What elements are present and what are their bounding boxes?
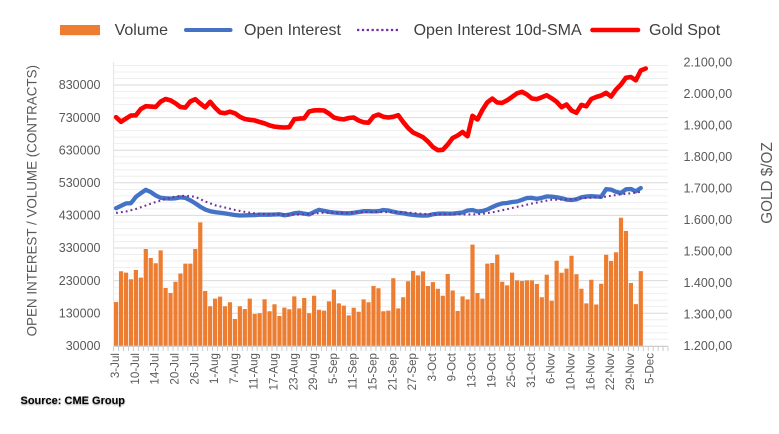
- svg-text:11-Sep: 11-Sep: [347, 353, 360, 390]
- svg-text:5-Dec: 5-Dec: [644, 353, 657, 384]
- svg-text:11-Aug: 11-Aug: [248, 353, 261, 390]
- svg-text:1.800,00: 1.800,00: [684, 150, 733, 164]
- svg-text:25-Oct: 25-Oct: [505, 352, 518, 388]
- svg-text:1.600,00: 1.600,00: [684, 213, 733, 227]
- svg-text:10-Nov: 10-Nov: [564, 353, 577, 391]
- svg-text:16-Nov: 16-Nov: [584, 353, 597, 391]
- svg-text:7-Aug: 7-Aug: [228, 353, 241, 384]
- svg-text:23-Aug: 23-Aug: [287, 353, 300, 390]
- svg-text:830000: 830000: [59, 78, 101, 92]
- svg-text:Volume: Volume: [115, 22, 168, 39]
- svg-text:Source: CME Group: Source: CME Group: [21, 395, 126, 407]
- svg-text:29-Aug: 29-Aug: [307, 353, 320, 390]
- svg-text:2.100,00: 2.100,00: [684, 55, 733, 69]
- svg-text:14-Jul: 14-Jul: [149, 353, 162, 385]
- svg-text:1.900,00: 1.900,00: [684, 118, 733, 132]
- svg-text:30000: 30000: [66, 339, 101, 353]
- svg-text:10-Jul: 10-Jul: [129, 353, 142, 385]
- svg-text:2.000,00: 2.000,00: [684, 87, 733, 101]
- svg-text:1-Aug: 1-Aug: [208, 353, 221, 384]
- svg-text:OPEN INTEREST / VOLUME (CONTRA: OPEN INTEREST / VOLUME (CONTRACTS): [24, 65, 39, 336]
- svg-text:1.400,00: 1.400,00: [684, 276, 733, 290]
- svg-text:630000: 630000: [59, 143, 101, 157]
- svg-text:27-Sep: 27-Sep: [406, 353, 419, 390]
- svg-text:15-Sep: 15-Sep: [366, 353, 379, 390]
- svg-text:530000: 530000: [59, 176, 101, 190]
- svg-text:29-Nov: 29-Nov: [624, 353, 637, 391]
- svg-text:Gold Spot: Gold Spot: [649, 22, 721, 39]
- svg-text:19-Oct: 19-Oct: [485, 352, 498, 388]
- svg-text:1.200,00: 1.200,00: [684, 339, 733, 353]
- svg-text:1.500,00: 1.500,00: [684, 245, 733, 259]
- svg-text:1.700,00: 1.700,00: [684, 181, 733, 195]
- svg-text:GOLD $/OZ: GOLD $/OZ: [759, 142, 776, 224]
- svg-text:31-Oct: 31-Oct: [525, 352, 538, 388]
- svg-text:730000: 730000: [59, 111, 101, 125]
- svg-text:20-Jul: 20-Jul: [168, 353, 181, 385]
- svg-text:Open Interest: Open Interest: [244, 22, 342, 39]
- svg-text:9-Oct: 9-Oct: [446, 352, 459, 381]
- svg-text:130000: 130000: [59, 306, 101, 320]
- svg-text:230000: 230000: [59, 274, 101, 288]
- svg-text:17-Aug: 17-Aug: [267, 353, 280, 390]
- svg-text:21-Sep: 21-Sep: [386, 353, 399, 390]
- svg-text:5-Sep: 5-Sep: [327, 353, 340, 384]
- svg-text:6-Nov: 6-Nov: [545, 353, 558, 384]
- svg-text:Open Interest 10d-SMA: Open Interest 10d-SMA: [414, 22, 582, 39]
- svg-text:330000: 330000: [59, 241, 101, 255]
- svg-text:1.300,00: 1.300,00: [684, 308, 733, 322]
- svg-text:3-Jul: 3-Jul: [109, 353, 122, 378]
- svg-text:3-Oct: 3-Oct: [426, 352, 439, 381]
- svg-text:430000: 430000: [59, 209, 101, 223]
- svg-text:26-Jul: 26-Jul: [188, 353, 201, 385]
- svg-text:13-Oct: 13-Oct: [465, 352, 478, 388]
- svg-text:22-Nov: 22-Nov: [604, 353, 617, 391]
